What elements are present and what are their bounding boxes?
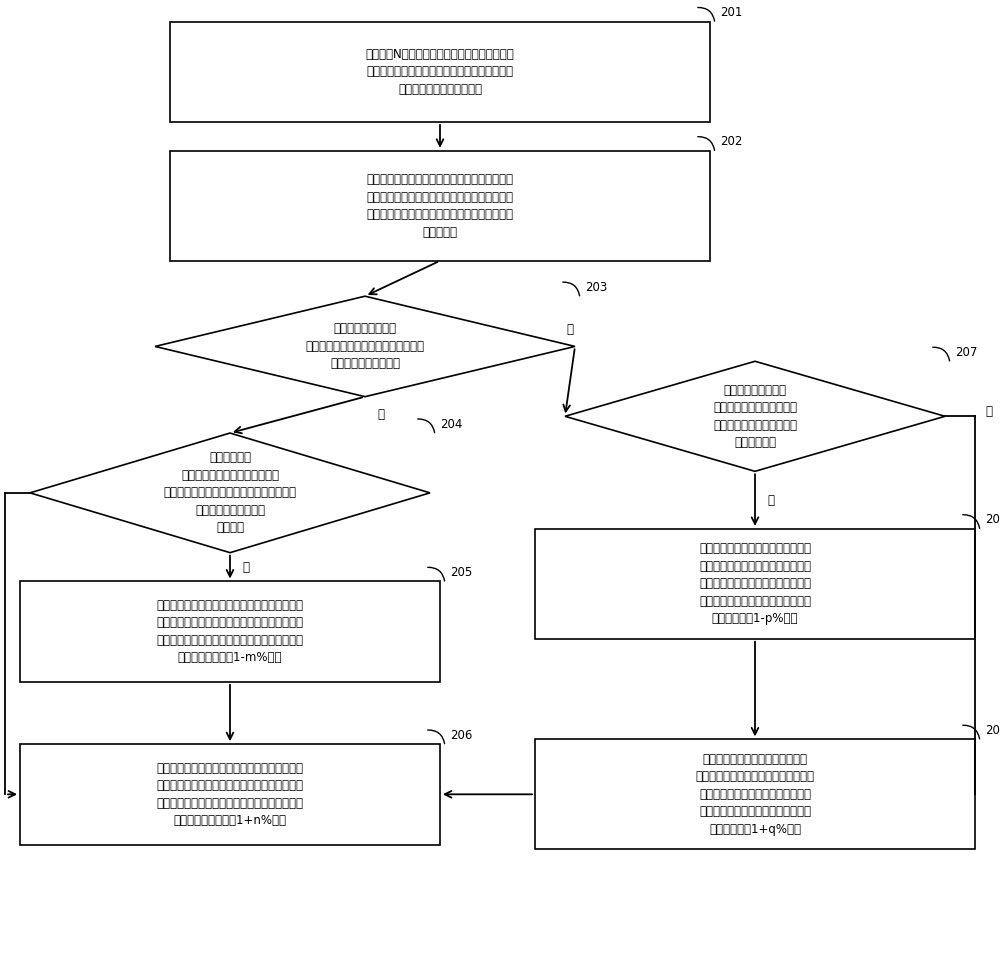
Text: 是: 是 (377, 409, 384, 421)
Text: 判断启动监控之后的
任意一个控制周期的平均时延是否处于
预设的目标时延区间内: 判断启动监控之后的 任意一个控制周期的平均时延是否处于 预设的目标时延区间内 (306, 323, 424, 370)
Text: 是: 是 (767, 494, 774, 506)
Text: 208: 208 (985, 513, 1000, 526)
FancyBboxPatch shape (20, 581, 440, 681)
Text: 判断启动监控之后的
任意一个控制周期的平均时
延是否大于预设的目标时延
区间的上限值: 判断启动监控之后的 任意一个控制周期的平均时 延是否大于预设的目标时延 区间的上… (713, 384, 797, 449)
Polygon shape (155, 297, 575, 396)
Polygon shape (30, 433, 430, 552)
Text: 将所述启动监控之后的任意一个控制周期的下一
个控制周期中的业务首消息的允许发送业务量，
控制为该下一个控制周期中的业务首消息的当前
允许发送业务量的（1+n%）: 将所述启动监控之后的任意一个控制周期的下一 个控制周期中的业务首消息的允许发送业… (156, 762, 304, 827)
Text: 对启动监控之后的各个控制周期内的消息往返的
网络时延进行统计，根据统计的所述各个控制周
期内消息往返的网络时延确定所述各个控制周期
的平均时延: 对启动监控之后的各个控制周期内的消息往返的 网络时延进行统计，根据统计的所述各个… (366, 173, 514, 238)
Text: 判断启动监控
之后的任意一个控制周期的即时
时延是否大于启动监控之后的任意一个控制
周期的上一控制周期的
即时时延: 判断启动监控 之后的任意一个控制周期的即时 时延是否大于启动监控之后的任意一个控… (164, 452, 296, 534)
FancyBboxPatch shape (535, 528, 975, 639)
Text: 将所述启动监控之后的任意一个控制周期的下一
个控制周期中的业务首消息的允许发送业务量，
控制为该下一个控制周期中业务首消息的当前允
许发送业务量的（1-m%）倍: 将所述启动监控之后的任意一个控制周期的下一 个控制周期中的业务首消息的允许发送业… (156, 599, 304, 664)
Text: 205: 205 (450, 566, 472, 579)
Text: 207: 207 (955, 345, 977, 359)
Text: 202: 202 (720, 135, 742, 148)
Text: 将启动监控之后的任意一个控制周
期的下一个控制周期中的业务首消息的
允许发送业务量，控制为该下一个控
制周期中的业务首消息的当前允许业
务发送量的（1+q%）倍: 将启动监控之后的任意一个控制周 期的下一个控制周期中的业务首消息的 允许发送业务… (696, 753, 814, 835)
FancyBboxPatch shape (170, 150, 710, 260)
Text: 204: 204 (440, 417, 462, 431)
Text: 将启动监控之后的任意一个控制周期
的下一个控制周期中的业务首消息的
允许发送业务量，控制为该下一个控
制周期中的业务首消息的当前允许发
送业务量的（1-p%）倍: 将启动监控之后的任意一个控制周期 的下一个控制周期中的业务首消息的 允许发送业务… (699, 543, 811, 625)
Text: 是: 是 (242, 561, 249, 573)
FancyBboxPatch shape (170, 21, 710, 122)
Text: 209: 209 (985, 723, 1000, 737)
Text: 206: 206 (450, 728, 472, 742)
Text: 否: 否 (985, 405, 992, 418)
FancyBboxPatch shape (20, 745, 440, 844)
FancyBboxPatch shape (535, 739, 975, 850)
Text: 否: 否 (566, 323, 574, 336)
Polygon shape (565, 361, 945, 472)
Text: 201: 201 (720, 6, 742, 19)
Text: 203: 203 (585, 280, 607, 294)
Text: 当在连续N个控制周期内的业务成功率均小于预
设的业务成功比例阈值，且接收到网络拥塞通告
时，启动对网络状况的监控: 当在连续N个控制周期内的业务成功率均小于预 设的业务成功比例阈值，且接收到网络拥… (366, 48, 514, 96)
